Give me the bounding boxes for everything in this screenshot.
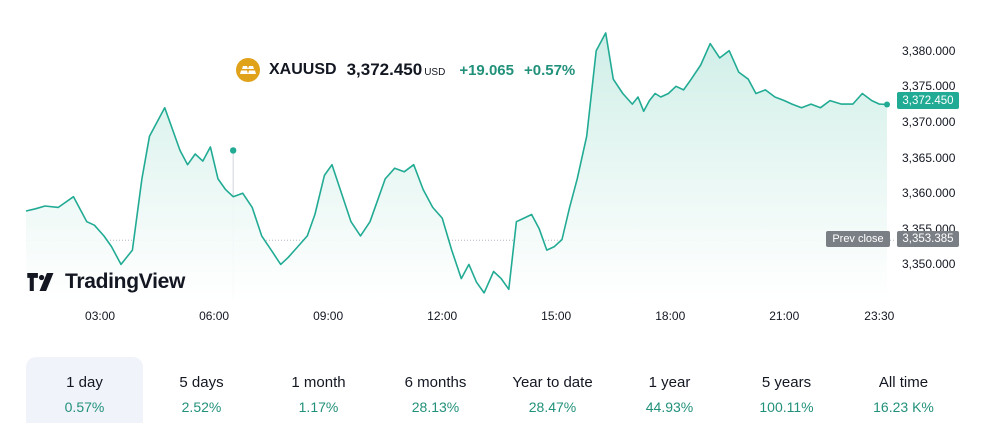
period-label: Year to date bbox=[512, 374, 593, 391]
period-label: 1 day bbox=[66, 374, 103, 391]
price-line bbox=[25, 32, 888, 294]
tradingview-logo-icon bbox=[27, 273, 54, 291]
y-tick-label: 3,375.000 bbox=[902, 79, 956, 94]
period-tab-year-to-date[interactable]: Year to date 28.47% bbox=[494, 357, 611, 423]
y-tick-label: 3,350.000 bbox=[902, 257, 956, 272]
period-tab-all-time[interactable]: All time 16.23 K% bbox=[845, 357, 962, 423]
period-change: 0.57% bbox=[64, 399, 105, 415]
y-tick-label: 3,370.000 bbox=[902, 114, 956, 129]
period-tab-1-day[interactable]: 1 day 0.57% bbox=[26, 357, 143, 423]
y-tick-label: 3,360.000 bbox=[902, 186, 956, 201]
period-tab-1-month[interactable]: 1 month 1.17% bbox=[260, 357, 377, 423]
period-label: 1 month bbox=[291, 374, 346, 391]
period-tab-5-days[interactable]: 5 days 2.52% bbox=[143, 357, 260, 423]
period-change: 44.93% bbox=[645, 399, 694, 415]
current-price-badge: 3,372.450 bbox=[897, 92, 959, 109]
x-tick-label: 12:00 bbox=[427, 309, 458, 323]
period-change: 28.47% bbox=[528, 399, 577, 415]
x-tick-label: 15:00 bbox=[541, 309, 572, 323]
x-tick-label: 09:00 bbox=[313, 309, 344, 323]
period-tabs: 1 day 0.57% 5 days 2.52% 1 month 1.17% 6… bbox=[26, 357, 962, 423]
symbol-currency: USD bbox=[424, 67, 446, 78]
price-area bbox=[26, 32, 887, 301]
x-tick-label: 18:00 bbox=[655, 309, 686, 323]
y-tick-label: 3,365.000 bbox=[902, 150, 956, 165]
x-tick-label: 23:30 bbox=[864, 309, 895, 323]
period-change: 28.13% bbox=[411, 399, 460, 415]
hover-marker bbox=[229, 147, 237, 154]
symbol-header: XAUUSD 3,372.450 USD +19.065 +0.57% bbox=[236, 58, 575, 82]
x-tick-label: 21:00 bbox=[769, 309, 800, 323]
period-label: 5 years bbox=[761, 374, 812, 391]
prev-close-value: 3,353.385 bbox=[897, 231, 959, 247]
period-tab-6-months[interactable]: 6 months 28.13% bbox=[377, 357, 494, 423]
gold-bars-icon[interactable] bbox=[236, 58, 260, 82]
period-change: 2.52% bbox=[181, 399, 222, 415]
x-tick-label: 03:00 bbox=[85, 309, 116, 323]
symbol-change-percent: +0.57% bbox=[523, 61, 576, 79]
symbol-price: 3,372.450 bbox=[346, 60, 423, 79]
period-label: All time bbox=[878, 374, 929, 391]
brand-name: TradingView bbox=[65, 270, 186, 293]
prev-close-label: Prev close bbox=[826, 231, 890, 247]
period-label: 6 months bbox=[404, 374, 467, 391]
period-label: 5 days bbox=[179, 374, 224, 391]
x-tick-label: 06:00 bbox=[199, 309, 230, 323]
period-tab-5-years[interactable]: 5 years 100.11% bbox=[728, 357, 845, 423]
period-change: 16.23 K% bbox=[873, 399, 934, 415]
symbol-name[interactable]: XAUUSD bbox=[269, 61, 337, 78]
period-change: 100.11% bbox=[759, 399, 814, 415]
tradingview-logo[interactable]: TradingView bbox=[27, 270, 185, 294]
period-label: 1 year bbox=[648, 374, 691, 391]
period-change: 1.17% bbox=[298, 399, 339, 415]
symbol-change: +19.065 bbox=[459, 61, 514, 79]
last-price-dot bbox=[884, 101, 890, 108]
period-tab-1-year[interactable]: 1 year 44.93% bbox=[611, 357, 728, 423]
y-tick-label: 3,380.000 bbox=[902, 43, 956, 58]
